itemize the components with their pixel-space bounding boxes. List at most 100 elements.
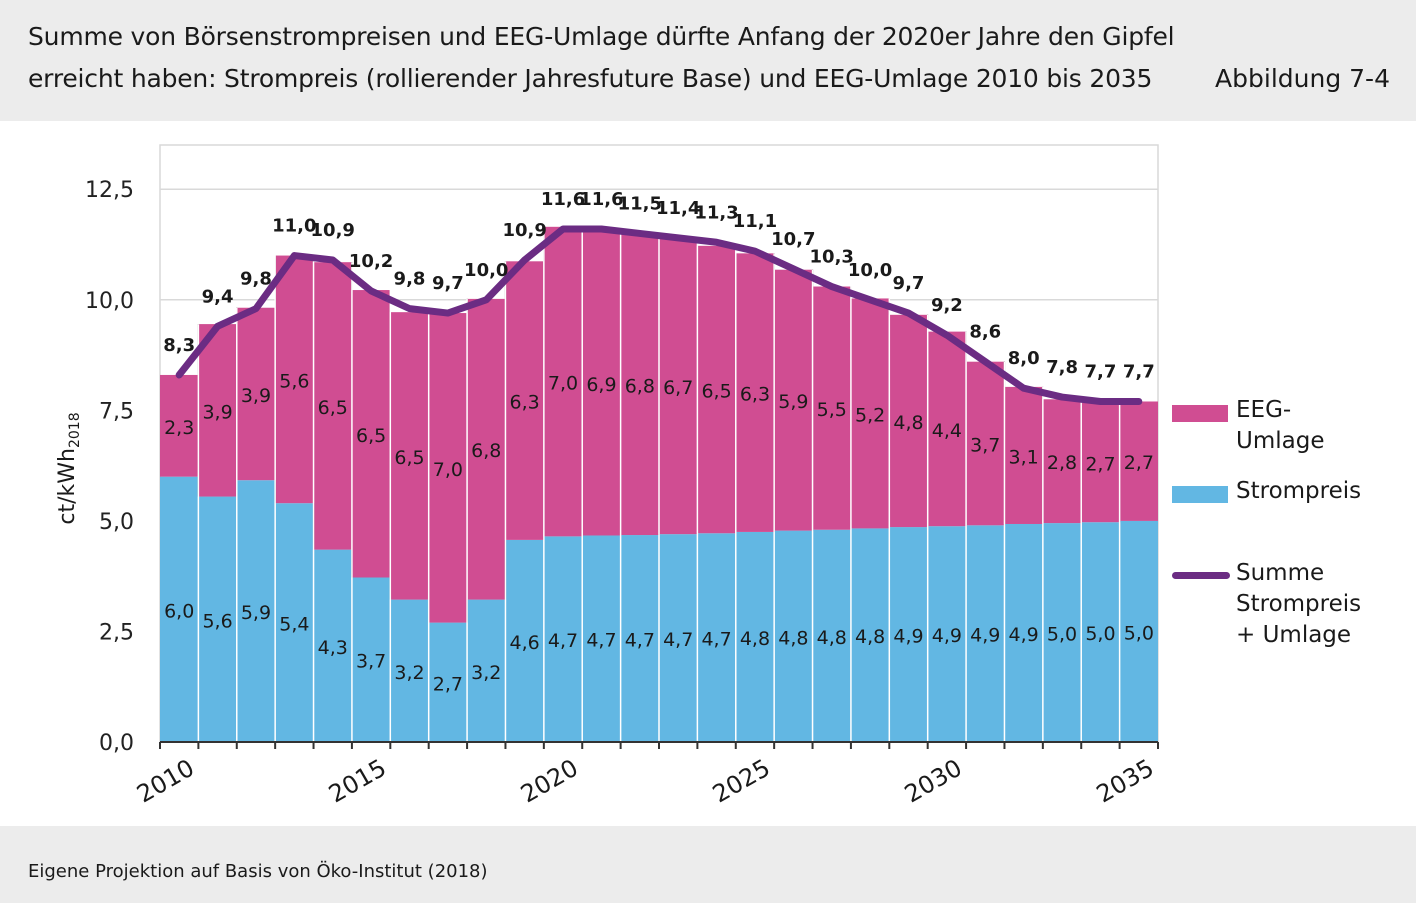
label-strompreis: 5,0 xyxy=(1085,623,1115,645)
label-summe: 10,0 xyxy=(464,260,508,281)
y-axis-label-subscript: 2018 xyxy=(67,412,83,448)
label-summe: 7,7 xyxy=(1084,361,1116,382)
chart-panel: 0,0 2,5 5,0 7,5 10,0 12,5 6,0 2,3 5,6 3,9 5,9 3,9 5,… xyxy=(0,121,1416,826)
label-summe: 10,7 xyxy=(771,229,815,250)
label-summe: 7,8 xyxy=(1046,357,1078,378)
bar-eeg-umlage xyxy=(275,255,314,504)
label-eeg-umlage: 5,6 xyxy=(279,370,309,392)
label-eeg-umlage: 2,7 xyxy=(1124,452,1154,474)
label-eeg-umlage: 6,3 xyxy=(510,392,540,414)
bar-strompreis xyxy=(697,533,736,742)
label-strompreis: 5,0 xyxy=(1047,624,1077,646)
legend-swatch-summe xyxy=(1172,572,1230,579)
bar-eeg-umlage xyxy=(505,261,544,540)
label-strompreis: 6,0 xyxy=(164,600,194,622)
y-tick-label: 10,0 xyxy=(85,289,134,314)
bar-strompreis xyxy=(659,534,698,742)
label-summe: 10,0 xyxy=(848,260,892,281)
label-strompreis: 4,9 xyxy=(1009,624,1039,646)
bar-strompreis xyxy=(160,476,199,742)
bar-strompreis xyxy=(543,536,583,742)
chart-title-line-1: Summe von Börsenstrompreisen und EEG-Uml… xyxy=(28,22,1175,51)
label-eeg-umlage: 2,7 xyxy=(1085,454,1115,476)
bar-eeg-umlage xyxy=(390,312,429,600)
label-eeg-umlage: 2,3 xyxy=(164,417,194,439)
x-tick-label: 2015 xyxy=(324,754,391,809)
x-tick-label: 2020 xyxy=(516,754,583,809)
bar-strompreis xyxy=(275,503,314,742)
label-summe: 9,8 xyxy=(394,269,426,290)
bar-strompreis xyxy=(505,539,544,742)
bar-strompreis xyxy=(620,535,659,742)
bar-eeg-umlage xyxy=(889,314,928,528)
legend-swatch-eeg-umlage xyxy=(1172,405,1228,422)
bar-eeg-umlage xyxy=(659,237,698,535)
label-eeg-umlage: 6,8 xyxy=(625,376,655,398)
label-summe: 8,0 xyxy=(1008,348,1040,369)
label-eeg-umlage: 2,8 xyxy=(1047,452,1077,474)
bar-eeg-umlage xyxy=(1042,399,1082,524)
legend-label-strompreis: Strompreis xyxy=(1236,478,1362,504)
label-strompreis: 4,8 xyxy=(817,627,847,649)
footer: Eigene Projektion auf Basis von Öko-Inst… xyxy=(0,831,1416,903)
label-strompreis: 4,9 xyxy=(893,626,923,648)
bar-eeg-umlage xyxy=(774,269,813,531)
label-eeg-umlage: 5,9 xyxy=(778,391,808,413)
label-strompreis: 4,8 xyxy=(855,626,885,648)
label-eeg-umlage: 3,7 xyxy=(970,435,1000,457)
label-eeg-umlage: 3,1 xyxy=(1009,446,1039,468)
y-tick-label: 0,0 xyxy=(99,731,134,756)
bar-strompreis xyxy=(582,535,621,742)
bar-eeg-umlage xyxy=(1081,402,1120,523)
chart-svg: 0,0 2,5 5,0 7,5 10,0 12,5 6,0 2,3 5,6 3,9 5,9 3,9 5,… xyxy=(55,144,1159,809)
label-strompreis: 5,9 xyxy=(241,602,271,624)
y-axis-label: ct/kWh2018 xyxy=(55,412,83,524)
label-eeg-umlage: 6,5 xyxy=(701,381,731,403)
label-strompreis: 3,2 xyxy=(394,662,424,684)
bar-strompreis xyxy=(351,577,391,742)
bar-eeg-umlage xyxy=(927,331,967,527)
bar-strompreis xyxy=(390,599,429,742)
label-strompreis: 4,3 xyxy=(318,637,348,659)
bar-strompreis xyxy=(428,622,468,742)
y-axis-label-unit: ct/kWh xyxy=(55,448,80,525)
y-tick-label: 5,0 xyxy=(99,510,134,535)
bar-eeg-umlage xyxy=(1119,401,1158,521)
label-summe: 11,6 xyxy=(541,189,585,210)
label-strompreis: 5,6 xyxy=(202,610,232,632)
y-tick-label: 7,5 xyxy=(99,399,134,424)
legend-swatch-strompreis xyxy=(1172,486,1228,503)
label-strompreis: 2,7 xyxy=(433,673,463,695)
label-summe: 8,6 xyxy=(969,322,1001,343)
line-summe xyxy=(175,225,1143,405)
label-eeg-umlage: 7,0 xyxy=(548,373,578,395)
label-strompreis: 4,7 xyxy=(586,630,616,652)
bar-eeg-umlage xyxy=(966,361,1005,526)
bar-eeg-umlage xyxy=(812,286,851,530)
label-eeg-umlage: 4,4 xyxy=(932,420,962,442)
label-strompreis: 4,7 xyxy=(548,630,578,652)
label-summe: 10,2 xyxy=(349,251,393,272)
label-eeg-umlage: 6,5 xyxy=(394,447,424,469)
label-eeg-umlage: 5,5 xyxy=(817,399,847,421)
bar-strompreis xyxy=(467,599,506,742)
label-summe: 10,9 xyxy=(502,220,546,241)
chart-title-line-2: erreicht haben: Strompreis (rollierender… xyxy=(28,64,1153,93)
bar-eeg-umlage xyxy=(313,262,352,550)
bar-strompreis xyxy=(1004,523,1043,742)
label-eeg-umlage: 3,9 xyxy=(241,385,271,407)
y-tick-label: 12,5 xyxy=(85,178,134,203)
legend-label-eeg-umlage: EEG- Umlage xyxy=(1236,397,1325,454)
bar-eeg-umlage xyxy=(735,253,775,532)
bar-eeg-umlage xyxy=(697,245,736,534)
bar-strompreis xyxy=(889,527,928,742)
label-strompreis: 4,8 xyxy=(778,627,808,649)
header: Summe von Börsenstrompreisen und EEG-Uml… xyxy=(0,0,1416,116)
label-summe: 11,5 xyxy=(618,193,662,214)
label-eeg-umlage: 6,8 xyxy=(471,440,501,462)
label-strompreis: 4,8 xyxy=(740,628,770,650)
bar-eeg-umlage xyxy=(850,298,890,529)
label-summe: 10,3 xyxy=(810,247,854,268)
label-eeg-umlage: 6,5 xyxy=(356,425,386,447)
label-eeg-umlage: 5,2 xyxy=(855,404,885,426)
